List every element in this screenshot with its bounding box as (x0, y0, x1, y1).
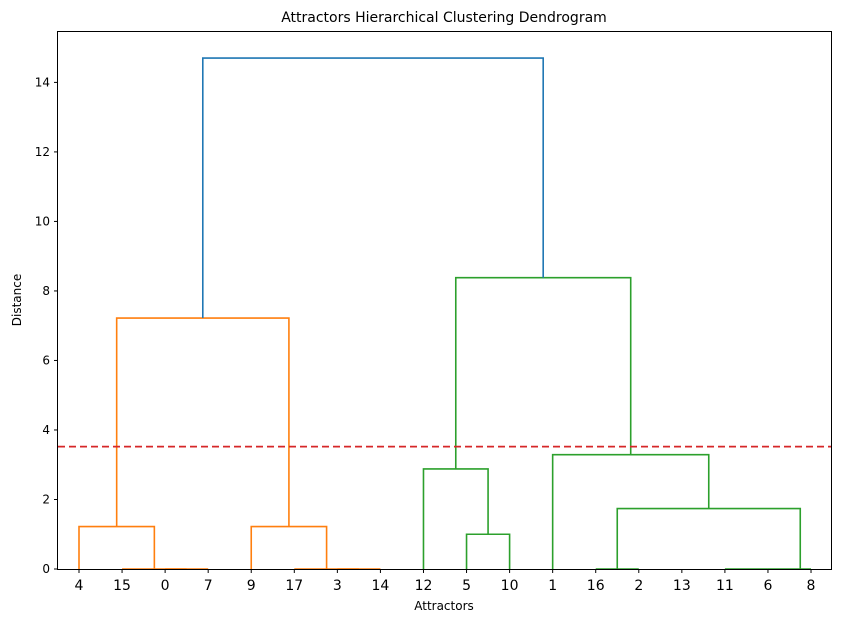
y-tick-label: 0 (42, 562, 50, 576)
leaf-label: 1 (548, 578, 557, 594)
dendrogram-link (115, 317, 290, 527)
leaf-label: 10 (501, 578, 519, 594)
plot-frame (57, 31, 832, 570)
y-tick-label: 10 (35, 214, 50, 228)
dendrogram-link (201, 57, 544, 319)
leaf-label: 12 (415, 578, 433, 594)
dendrogram-link (422, 468, 489, 569)
leaf-label: 14 (372, 578, 390, 594)
dendrogram-link (78, 525, 156, 569)
leaf-label: 17 (285, 578, 303, 594)
leaf-label: 7 (204, 578, 213, 594)
x-axis-title: Attractors (414, 599, 474, 613)
leaf-label: 13 (673, 578, 691, 594)
y-tick-label: 4 (42, 423, 50, 437)
dendrogram-link (250, 525, 328, 569)
y-tick-label: 12 (35, 145, 50, 159)
y-tick-label: 2 (42, 492, 50, 506)
y-tick-label: 6 (42, 353, 50, 367)
plot-area (58, 57, 831, 570)
leaf-label: 5 (462, 578, 471, 594)
leaf-label: 3 (333, 578, 342, 594)
leaf-label: 2 (634, 578, 643, 594)
dendrogram-link (465, 533, 511, 569)
chart-title: Attractors Hierarchical Clustering Dendr… (281, 10, 607, 26)
y-axis: 0 2 4 6 8 10 12 14 (35, 75, 58, 576)
leaf-label: 4 (75, 578, 84, 594)
y-tick-label: 14 (35, 75, 50, 89)
leaf-label: 6 (763, 578, 772, 594)
leaf-label: 8 (807, 578, 816, 594)
dendrogram-link (616, 507, 802, 569)
y-tick-label: 8 (42, 284, 50, 298)
leaf-label: 11 (716, 578, 734, 594)
leaf-label: 15 (113, 578, 131, 594)
leaf-label: 9 (247, 578, 256, 594)
dendrogram-link (454, 276, 632, 469)
y-axis-title: Distance (10, 274, 24, 326)
leaf-label: 16 (587, 578, 605, 594)
leaf-label: 0 (161, 578, 170, 594)
dendrogram-link (551, 453, 710, 569)
x-axis: 4 15 0 7 9 17 3 14 12 5 10 1 16 2 13 11 6 8 (75, 569, 816, 594)
